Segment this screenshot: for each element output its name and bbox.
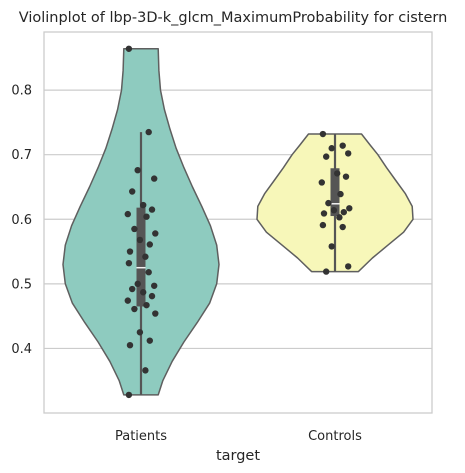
data-point [345, 263, 352, 270]
data-point [140, 289, 147, 296]
data-point [323, 268, 330, 275]
box-plots [136, 132, 340, 395]
data-point [318, 179, 325, 186]
data-point [345, 150, 352, 157]
data-point [146, 337, 153, 344]
data-point [142, 367, 149, 374]
data-point [342, 173, 350, 180]
x-tick-label: Controls [308, 429, 362, 444]
data-point [152, 230, 159, 237]
chart-title: Violinplot of lbp-3D-k_glcm_MaximumProba… [19, 10, 448, 26]
data-points [124, 45, 353, 399]
data-point [125, 391, 133, 399]
data-point [146, 241, 153, 248]
data-point [131, 305, 138, 313]
data-point [320, 210, 328, 217]
x-tick-label: Patients [115, 429, 167, 444]
plot-frame [43, 31, 433, 414]
data-point [325, 199, 332, 207]
x-axis-ticks: Patients Controls [115, 429, 362, 444]
data-point [145, 128, 152, 136]
data-point [319, 130, 327, 138]
data-point [142, 253, 149, 260]
data-point [336, 214, 343, 221]
data-point [140, 201, 147, 209]
y-axis-ticks: 0.4 0.5 0.6 0.7 0.8 [11, 84, 32, 357]
data-point [129, 285, 136, 293]
data-point [152, 310, 159, 317]
data-point [328, 145, 335, 152]
y-tick-label: 0.8 [11, 84, 32, 99]
data-point [334, 170, 341, 177]
data-point [340, 208, 347, 216]
y-tick-label: 0.7 [11, 148, 32, 163]
data-point [151, 282, 158, 289]
data-point [126, 341, 134, 349]
y-tick-label: 0.4 [11, 342, 32, 357]
data-point [131, 225, 138, 233]
data-point [129, 188, 136, 195]
data-point [125, 259, 133, 267]
data-point [337, 190, 344, 198]
data-point [323, 153, 330, 160]
data-point [330, 207, 338, 214]
y-tick-label: 0.6 [11, 213, 32, 228]
box-iqr [330, 168, 340, 217]
data-point [143, 301, 150, 309]
data-point [126, 248, 134, 255]
data-point [134, 166, 141, 174]
data-point [328, 243, 335, 250]
data-point [143, 213, 150, 220]
box-iqr [136, 207, 146, 307]
data-point [134, 280, 141, 288]
data-point [148, 206, 156, 213]
data-point [339, 142, 346, 149]
violins [62, 48, 414, 396]
y-tick-label: 0.5 [11, 277, 32, 292]
data-point [151, 175, 158, 182]
data-point [339, 223, 346, 231]
data-point [346, 205, 353, 212]
data-point [125, 45, 133, 52]
data-point [148, 292, 156, 300]
data-point [136, 329, 144, 336]
x-axis-label: target [216, 448, 260, 464]
data-point [124, 210, 131, 218]
data-point [145, 269, 152, 276]
data-point [319, 221, 327, 229]
data-point [136, 236, 144, 244]
data-point [124, 297, 131, 304]
